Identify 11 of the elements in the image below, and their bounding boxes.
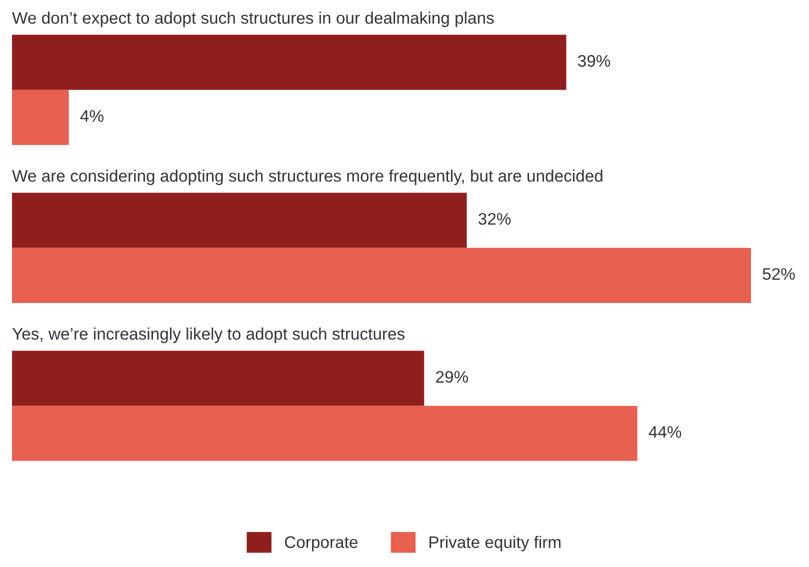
data-label: 29% [436, 370, 468, 383]
data-label: 52% [762, 268, 795, 280]
data-label: 4% [80, 110, 104, 122]
y-tick-label: We don’t expect to adopt such structures in our dealmaking plans [12, 12, 494, 28]
data-label: 39% [578, 55, 610, 67]
y-tick-label: Yes, we’re increasingly likely to adopt such structures [12, 328, 404, 344]
data-label: 44% [648, 426, 682, 438]
legend-label: Private equity firm [430, 536, 560, 552]
y-tick-label: We are considering adopting such structures more frequently, but are undecided [12, 170, 602, 186]
data-label: 32% [478, 212, 511, 225]
legend-label: Corporate [284, 536, 358, 552]
